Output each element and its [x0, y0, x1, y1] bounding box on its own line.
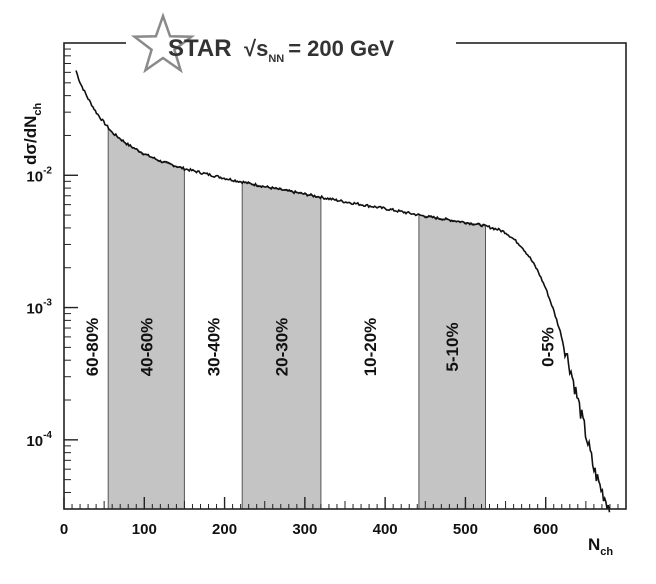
energy-subscript: NN [268, 53, 284, 65]
y-tick-label: 10-4 [26, 430, 52, 450]
x-axis-label-main: N [588, 535, 600, 554]
x-tick-label: 100 [132, 521, 157, 538]
energy-prefix: √s [244, 36, 268, 61]
x-axis-label-sub: ch [600, 546, 613, 558]
centrality-band-label: 20-30% [273, 318, 292, 377]
energy-label: √sNN = 200 GeV [244, 36, 394, 65]
y-axis-label-main: dσ/dN [21, 116, 40, 165]
x-tick-label: 200 [212, 521, 237, 538]
x-tick-label: 400 [373, 521, 398, 538]
centrality-band-label: 40-60% [137, 318, 156, 377]
chart-title: STAR √sNN = 200 GeV [126, 12, 456, 74]
y-tick-label: 10-3 [26, 298, 52, 318]
star-logo-icon [130, 12, 196, 74]
centrality-band-label: 60-80% [83, 318, 102, 377]
title-background [126, 14, 456, 72]
centrality-band-label: 10-20% [361, 318, 380, 377]
centrality-band-label: 5-10% [443, 322, 462, 371]
x-axis-label: Nch [588, 535, 613, 558]
centrality-band-label: 0-5% [539, 327, 558, 367]
x-tick-label: 600 [533, 521, 558, 538]
y-tick-label: 10-2 [26, 165, 52, 185]
axis-ticks: 0 100 200 300 400 500 600 10-2 10-3 10-4 [26, 48, 619, 538]
series-line [75, 70, 611, 513]
star-logo-text: STAR [168, 35, 232, 62]
centrality-band-labels: 60-80% 40-60% 30-40% 20-30% 10-20% 5-10% 0-5% [83, 318, 558, 377]
centrality-bands [107, 126, 486, 510]
x-tick-label: 500 [453, 521, 478, 538]
y-axis-label-sub: ch [32, 102, 44, 115]
x-tick-label: 300 [292, 521, 317, 538]
energy-value: = 200 GeV [288, 36, 394, 61]
y-axis-label: dσ/dNch [21, 102, 44, 165]
x-tick-label: 0 [60, 521, 68, 538]
series-layer [75, 70, 611, 513]
centrality-band-label: 30-40% [204, 318, 223, 377]
